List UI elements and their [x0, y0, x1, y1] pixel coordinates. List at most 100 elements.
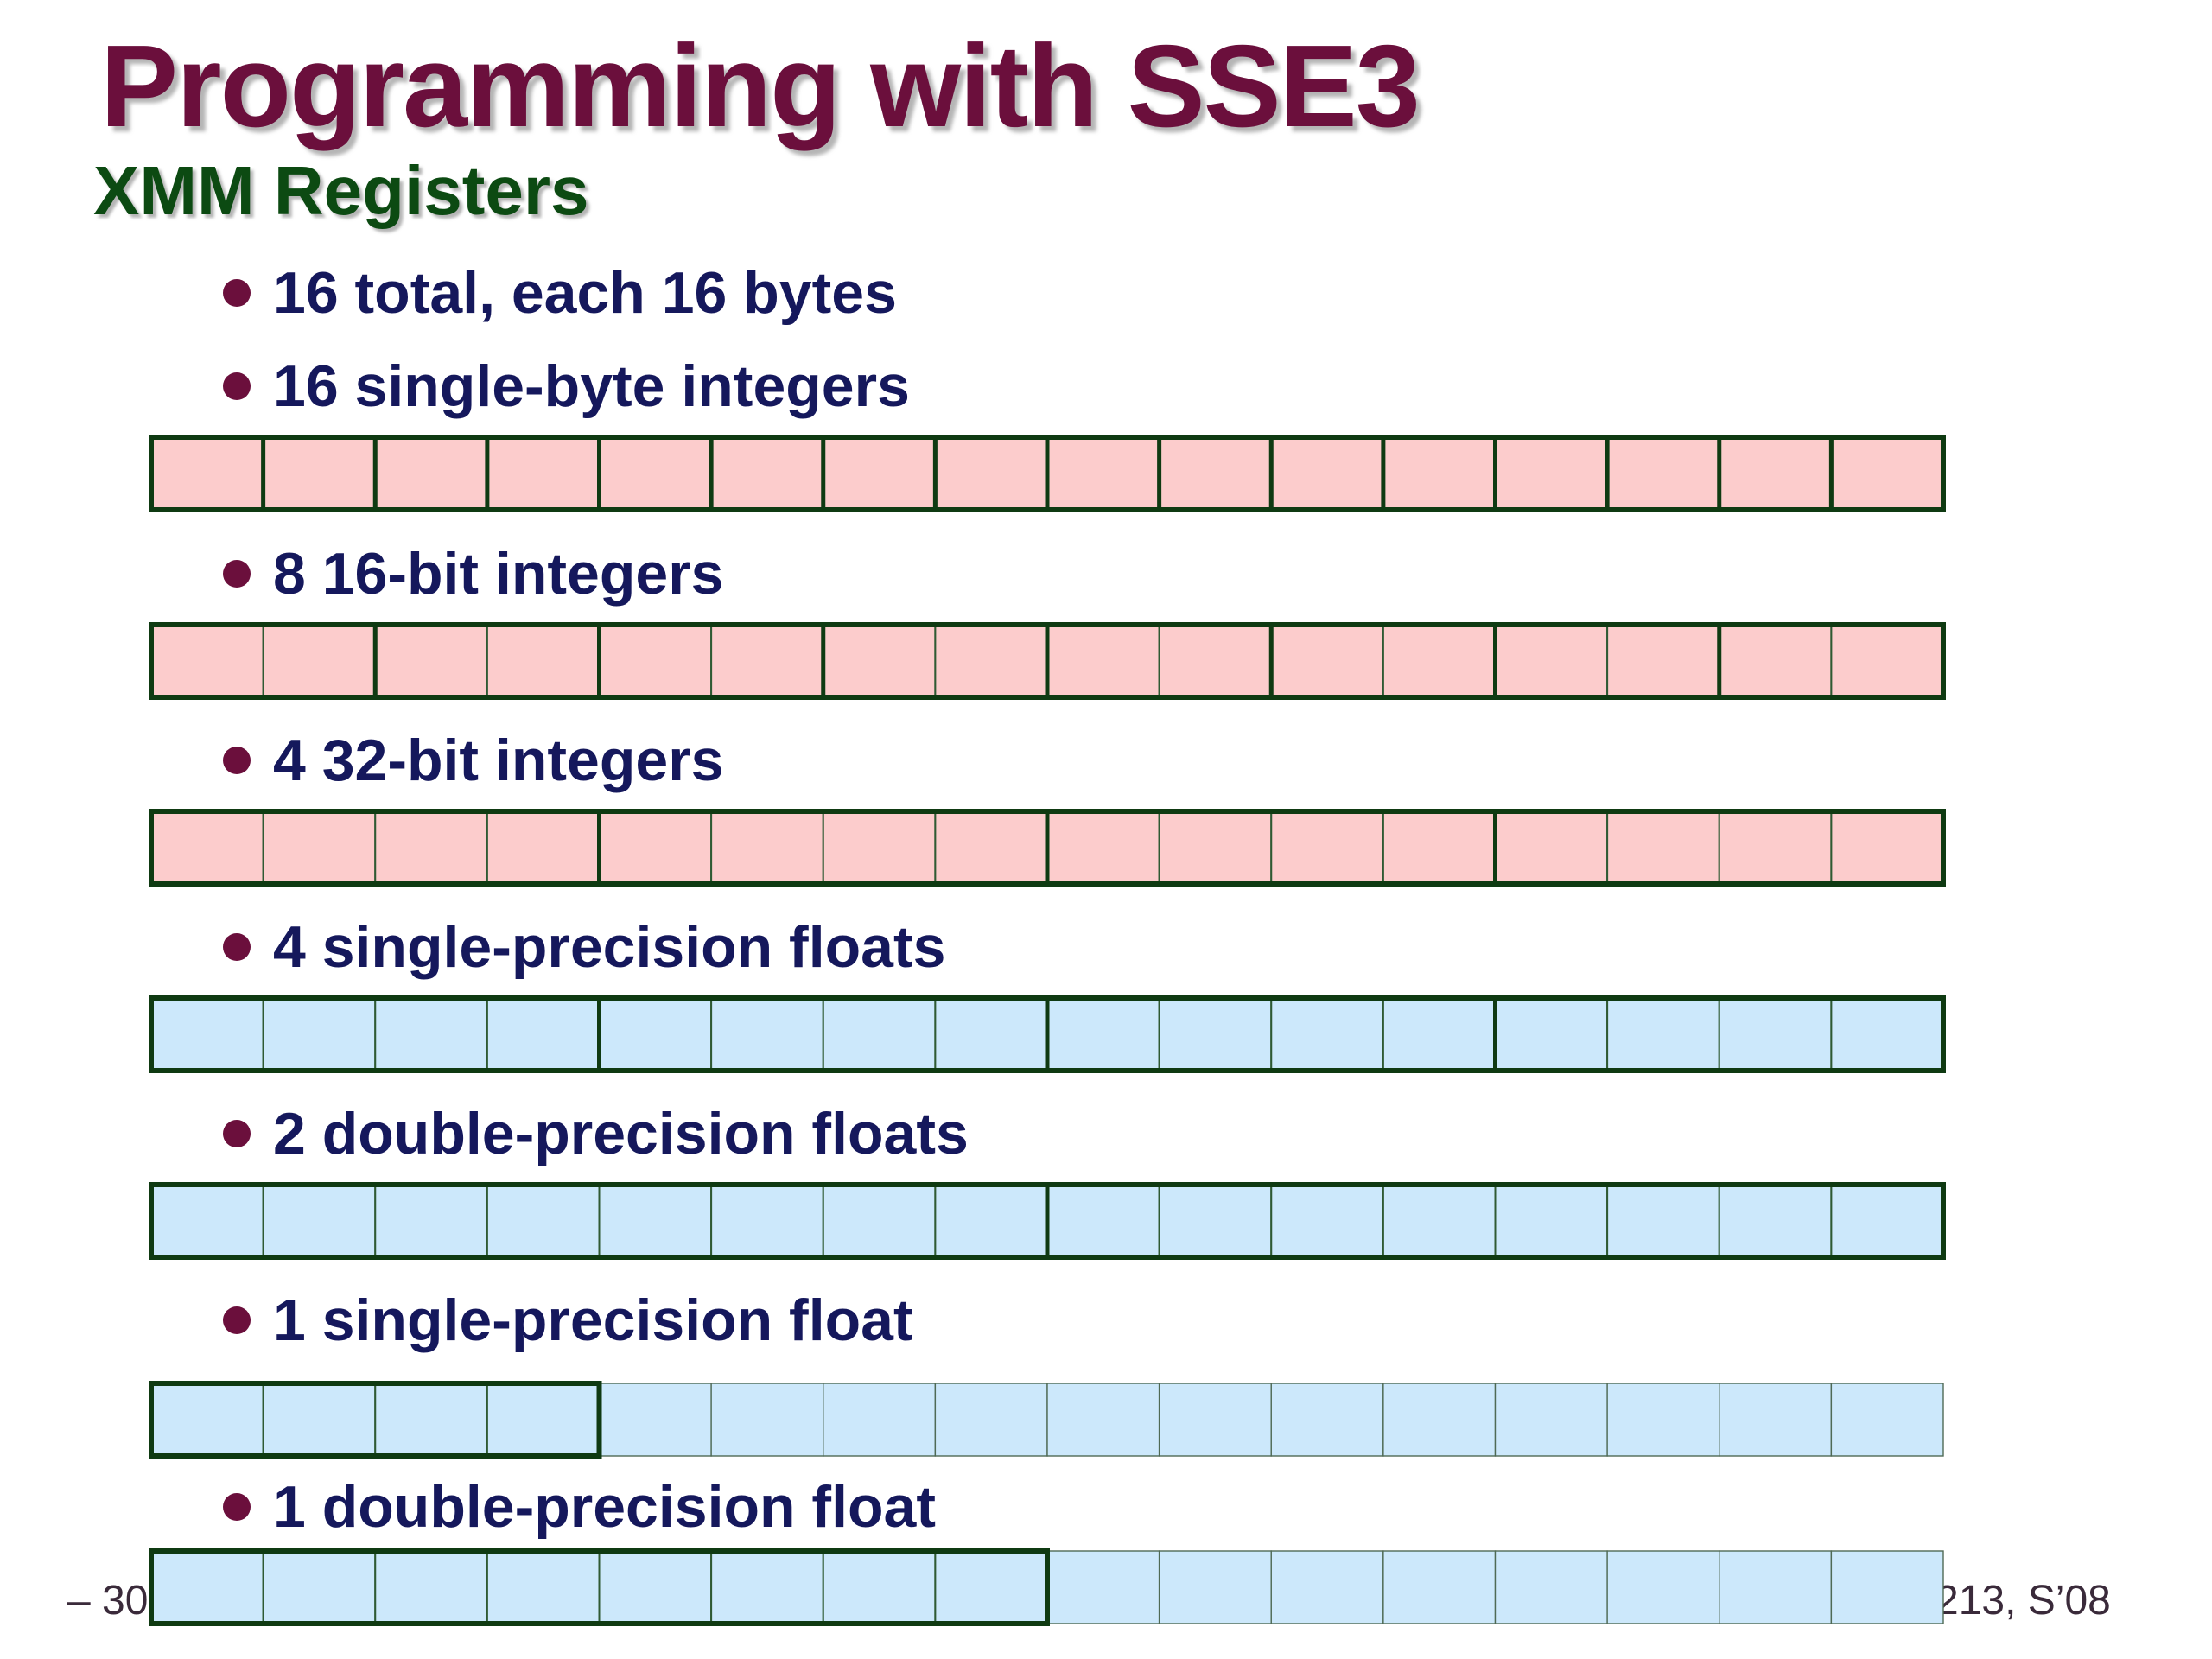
register-1x-double-float: [149, 1548, 1944, 1626]
byte-cell: [934, 1184, 1048, 1258]
byte-cell: [486, 1382, 601, 1457]
byte-cell: [822, 997, 937, 1071]
byte-cell: [1382, 1382, 1497, 1457]
byte-cell: [150, 997, 264, 1071]
byte-cell: [486, 810, 601, 885]
byte-cell: [374, 810, 488, 885]
bullet-text: 1 double-precision float: [273, 1474, 936, 1540]
byte-cell: [1718, 436, 1833, 511]
register-2x-double-float: [149, 1182, 1946, 1260]
bullet-dot: [223, 372, 251, 400]
byte-cell: [1830, 1550, 1944, 1624]
byte-cell: [1830, 1184, 1944, 1258]
byte-cell: [374, 436, 488, 511]
byte-cell: [1718, 810, 1833, 885]
byte-cell: [934, 810, 1048, 885]
register-outline: [149, 1548, 1050, 1626]
byte-cell: [1719, 1550, 1833, 1624]
byte-cell: [1718, 997, 1833, 1071]
byte-cell: [1158, 624, 1273, 698]
byte-cell: [1494, 624, 1609, 698]
byte-cell: [710, 1184, 824, 1258]
bullet-text: 2 double-precision floats: [273, 1101, 969, 1166]
byte-cell: [1494, 436, 1609, 511]
byte-cell: [150, 810, 264, 885]
bullet-1-double-float: 1 double-precision float: [223, 1478, 936, 1536]
byte-cell: [1270, 810, 1384, 885]
bullet-dot: [223, 279, 251, 307]
byte-cell: [598, 810, 713, 885]
byte-cell: [710, 810, 824, 885]
byte-cell: [486, 1184, 601, 1258]
byte-cell: [486, 1550, 601, 1624]
bullet-text: 4 single-precision floats: [273, 914, 946, 980]
byte-cell: [1270, 997, 1384, 1071]
byte-cell: [1606, 1184, 1720, 1258]
byte-cell: [934, 997, 1048, 1071]
byte-cell: [1382, 624, 1497, 698]
register-4x-single-float: [149, 995, 1946, 1073]
byte-cell: [1158, 1550, 1272, 1624]
byte-cell: [1830, 810, 1944, 885]
byte-cell: [823, 1382, 937, 1457]
register-outline: [149, 435, 1946, 512]
bullet-dot: [223, 1120, 251, 1147]
byte-cell: [710, 1550, 824, 1624]
byte-cell: [1046, 436, 1160, 511]
byte-cell: [710, 997, 824, 1071]
byte-cell: [374, 624, 488, 698]
byte-cell: [1719, 1382, 1833, 1457]
footer-page-number: – 30: [67, 1578, 149, 1624]
byte-cell: [262, 1382, 377, 1457]
byte-cell: [934, 436, 1048, 511]
bullet-16-total: 16 total, each 16 bytes: [223, 264, 897, 322]
byte-cell: [1830, 1382, 1944, 1457]
bullet-4-32bit-ints: 4 32-bit integers: [223, 731, 724, 790]
bullet-text: 16 single-byte integers: [273, 353, 910, 419]
byte-cell: [1158, 1382, 1272, 1457]
byte-cell: [598, 1184, 713, 1258]
byte-cell: [1158, 997, 1273, 1071]
bullet-4-single-floats: 4 single-precision floats: [223, 918, 945, 976]
byte-cell: [374, 1550, 488, 1624]
register-4x32bit: [149, 809, 1946, 887]
byte-cell: [934, 624, 1048, 698]
byte-cell: [1606, 1382, 1720, 1457]
bullet-text: 8 16-bit integers: [273, 541, 724, 607]
byte-cell: [1494, 1550, 1608, 1624]
byte-cell: [1494, 1382, 1608, 1457]
slide-title: Programming with SSE3: [100, 21, 1421, 151]
bullet-text: 1 single-precision float: [273, 1287, 913, 1353]
byte-cell: [822, 436, 937, 511]
byte-cell: [1158, 436, 1273, 511]
byte-cell: [1270, 1184, 1384, 1258]
byte-cell: [822, 1184, 937, 1258]
register-8x16bit: [149, 622, 1946, 700]
byte-cell: [710, 1382, 824, 1457]
slide-subtitle: XMM Registers: [93, 152, 589, 229]
bullet-16-byte-ints: 16 single-byte integers: [223, 357, 910, 416]
register-1x-single-float: [149, 1381, 1944, 1459]
register-outline: [149, 995, 1946, 1073]
byte-cell: [1382, 997, 1497, 1071]
bullet-dot: [223, 1306, 251, 1334]
byte-cell: [822, 624, 937, 698]
byte-cell: [598, 1382, 712, 1457]
byte-cell: [374, 997, 488, 1071]
byte-cell: [1046, 997, 1160, 1071]
byte-cell: [262, 997, 377, 1071]
byte-cell: [486, 624, 601, 698]
bullet-dot: [223, 747, 251, 774]
byte-cell: [1270, 1382, 1384, 1457]
byte-cell: [262, 624, 377, 698]
byte-cell: [374, 1382, 488, 1457]
byte-cell: [1494, 1184, 1609, 1258]
byte-cell: [710, 436, 824, 511]
register-outline: [149, 622, 1946, 700]
byte-cell: [1606, 624, 1720, 698]
byte-cell: [1718, 624, 1833, 698]
bullet-dot: [223, 1493, 251, 1521]
byte-cell: [262, 1550, 377, 1624]
byte-cell: [1606, 997, 1720, 1071]
register-outline: [149, 809, 1946, 887]
